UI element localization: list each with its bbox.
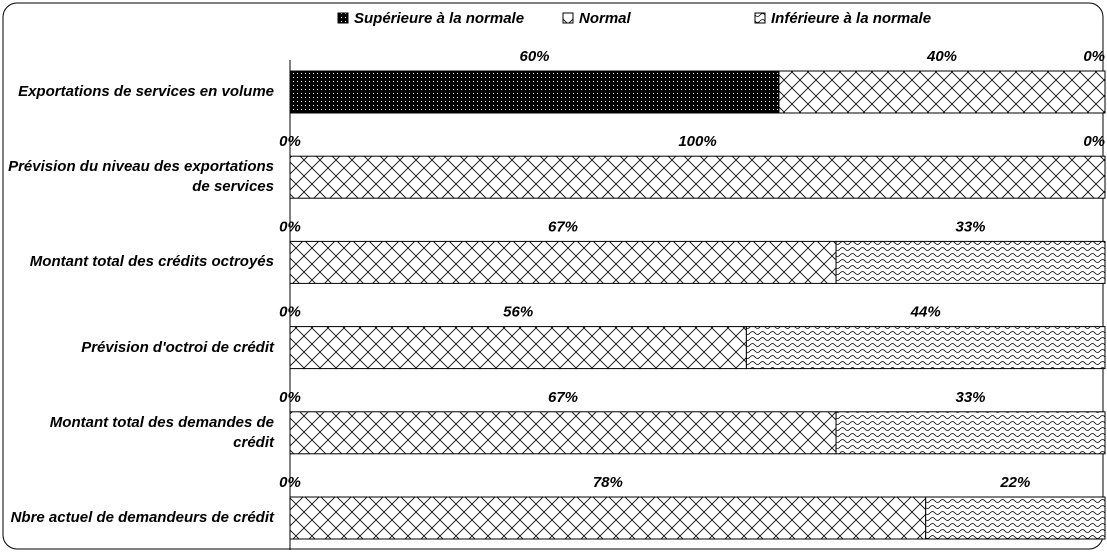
value-label: 40% xyxy=(926,48,957,65)
value-label: 0% xyxy=(279,474,301,491)
value-label: 0% xyxy=(279,389,301,406)
value-label: 0% xyxy=(1083,48,1105,65)
value-label: 44% xyxy=(910,304,941,321)
value-label: 33% xyxy=(956,218,986,235)
legend-swatch xyxy=(337,12,349,24)
legend-label: Supérieure à la normale xyxy=(354,10,524,27)
value-label: 67% xyxy=(548,218,578,235)
legend-label: Normal xyxy=(579,10,632,27)
value-label: 33% xyxy=(956,389,986,406)
category-label: Prévision du niveau des exportations de … xyxy=(8,158,274,196)
value-label: 22% xyxy=(999,474,1030,491)
bar-segment xyxy=(745,326,1106,370)
bar-segment xyxy=(925,496,1106,540)
bar-segment xyxy=(778,70,1106,114)
bar-segment xyxy=(835,240,1106,284)
value-label: 67% xyxy=(548,389,578,406)
bar-segment xyxy=(289,411,837,455)
value-label: 100% xyxy=(678,133,716,150)
value-label: 0% xyxy=(1083,133,1105,150)
bar-segment xyxy=(289,70,780,114)
value-label: 0% xyxy=(279,304,301,321)
category-label: Montant total des demandes de crédit xyxy=(49,413,274,451)
value-label: 56% xyxy=(503,304,533,321)
category-label: Montant total des crédits octroyés xyxy=(29,253,274,271)
category-label: Nbre actuel de demandeurs de crédit xyxy=(10,509,274,526)
legend-label: Inférieure à la normale xyxy=(771,10,931,27)
category-label: Exportations de services en volume xyxy=(18,83,274,100)
bar-segment xyxy=(835,411,1106,455)
value-label: 60% xyxy=(519,48,549,65)
bar-segment xyxy=(289,155,1106,199)
bar-segment xyxy=(289,240,837,284)
value-label: 78% xyxy=(593,474,623,491)
category-label: Prévision d'octroi de crédit xyxy=(81,338,274,356)
bar-segment xyxy=(289,326,747,370)
legend-swatch xyxy=(754,12,766,24)
value-label: 0% xyxy=(279,133,301,150)
legend-swatch xyxy=(562,12,574,24)
bar-segment xyxy=(289,496,927,540)
value-label: 0% xyxy=(279,218,301,235)
